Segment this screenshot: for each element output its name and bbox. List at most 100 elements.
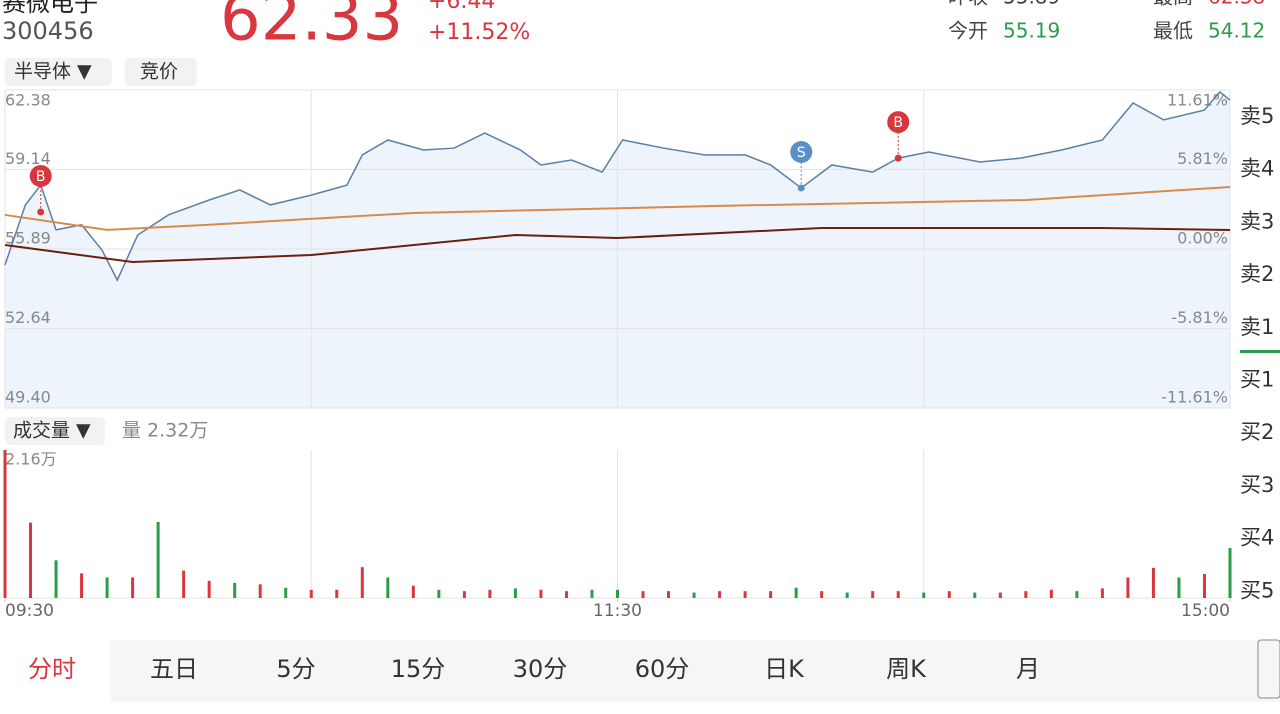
order-book-label: 卖2 <box>1240 262 1274 286</box>
tab[interactable]: 五日 <box>150 655 198 683</box>
volume-bar <box>80 573 84 598</box>
tab[interactable]: 分时 <box>28 655 76 683</box>
marker-dot <box>37 208 45 216</box>
stat-value: 62.38 <box>1208 0 1265 9</box>
volume-bar <box>1024 591 1028 598</box>
order-book-label: 买1 <box>1240 368 1274 392</box>
tab-bar <box>0 640 1280 702</box>
book-divider <box>1240 350 1280 353</box>
volume-box[interactable] <box>5 417 105 445</box>
volume-bar <box>105 577 109 598</box>
volume-bar <box>309 589 313 598</box>
volume-bar <box>692 592 696 598</box>
tab[interactable]: 周K <box>886 655 927 683</box>
volume-bar <box>922 592 926 598</box>
volume-bar <box>513 588 517 598</box>
volume-bar <box>1177 577 1181 598</box>
volume-bar <box>1126 577 1130 598</box>
order-book-label: 买5 <box>1240 578 1274 602</box>
tab-icon[interactable] <box>1257 639 1280 699</box>
volume-bar <box>411 585 415 598</box>
volume-bar <box>820 591 824 598</box>
marker-label: B <box>36 169 46 185</box>
order-book-label: 卖5 <box>1240 104 1274 128</box>
tab[interactable]: 30分 <box>513 655 568 683</box>
stat-label: 昨收 <box>948 0 988 9</box>
volume-bar <box>360 567 364 598</box>
marker-label: S <box>797 145 806 161</box>
volume-bar <box>462 591 466 598</box>
y2-tick-label: -5.81% <box>1171 308 1228 327</box>
volume-bar <box>794 587 798 598</box>
volume-bar <box>131 577 135 598</box>
tab[interactable]: 月 <box>1016 655 1040 683</box>
order-book-label: 卖4 <box>1240 157 1274 181</box>
volume-bar <box>1228 547 1232 598</box>
order-book-label: 买4 <box>1240 526 1274 550</box>
tag-box[interactable] <box>125 58 197 86</box>
volume-bar <box>947 591 951 598</box>
volume-bar <box>182 570 186 598</box>
tab[interactable]: 5分 <box>276 655 315 683</box>
series-line <box>4 90 1231 282</box>
stat-label: 最高 <box>1153 0 1193 9</box>
volume-bar <box>667 591 671 598</box>
volume-bar <box>335 589 339 598</box>
volume-bar <box>437 589 441 598</box>
volume-bar <box>896 591 900 598</box>
stat-label: 今开 <box>948 19 988 43</box>
marker-dot <box>894 154 902 162</box>
tag[interactable]: 半导体 ▼ <box>14 61 92 83</box>
order-book-label: 卖1 <box>1240 315 1274 339</box>
order-book-label: 买2 <box>1240 420 1274 444</box>
marker-badge <box>29 165 52 188</box>
volume-bar <box>769 591 773 598</box>
change-pct: +11.52% <box>428 20 530 45</box>
volume-bar <box>1100 588 1104 598</box>
volume-bar <box>564 591 568 598</box>
y2-tick-label: 0.00% <box>1177 229 1228 248</box>
volume-bar <box>156 521 160 598</box>
volume-bar <box>3 450 7 598</box>
tab[interactable]: 日K <box>764 655 805 683</box>
volume-bar <box>233 582 237 598</box>
y2-tick-label: -11.61% <box>1161 388 1228 407</box>
volume-bar <box>1202 574 1206 598</box>
marker-badge <box>790 140 813 163</box>
y-tick-label: 49.40 <box>5 388 51 407</box>
marker-label: B <box>893 115 903 131</box>
volume-bar <box>29 522 33 598</box>
volume-title[interactable]: 成交量 ▼ <box>13 420 91 442</box>
volume-bar <box>386 577 390 598</box>
order-book-label: 买3 <box>1240 473 1274 497</box>
volume-bar <box>1049 589 1053 598</box>
stock-name: 赛微电子 <box>2 0 98 17</box>
volume-bar <box>845 592 849 598</box>
y-tick-label: 62.38 <box>5 91 51 110</box>
stock-code: 300456 <box>2 17 94 45</box>
tab[interactable]: 15分 <box>391 655 446 683</box>
x-tick-label: 15:00 <box>1181 601 1230 621</box>
volume-bar <box>590 589 594 598</box>
y-tick-label: 59.14 <box>5 149 51 168</box>
volume-bar <box>718 591 722 598</box>
volume-bar <box>743 591 747 598</box>
volume-bar <box>1151 567 1155 598</box>
tag-box[interactable] <box>5 58 112 86</box>
price: 62.33 <box>220 0 403 56</box>
y2-tick-label: 5.81% <box>1177 149 1228 168</box>
change: +6.44 <box>428 0 495 14</box>
tab[interactable]: 60分 <box>635 655 690 683</box>
stat-value: 55.19 <box>1003 19 1060 43</box>
x-tick-label: 09:30 <box>5 601 54 621</box>
volume-bar <box>54 560 58 598</box>
volume-bar <box>641 591 645 598</box>
y-tick-label: 52.64 <box>5 308 51 327</box>
volume-bar <box>998 592 1002 598</box>
stat-value: 54.12 <box>1208 19 1265 43</box>
volume-bar <box>1075 591 1079 598</box>
stat-value: 55.89 <box>1003 0 1060 9</box>
volume-bar <box>258 584 262 598</box>
tag[interactable]: 竞价 <box>140 61 178 83</box>
